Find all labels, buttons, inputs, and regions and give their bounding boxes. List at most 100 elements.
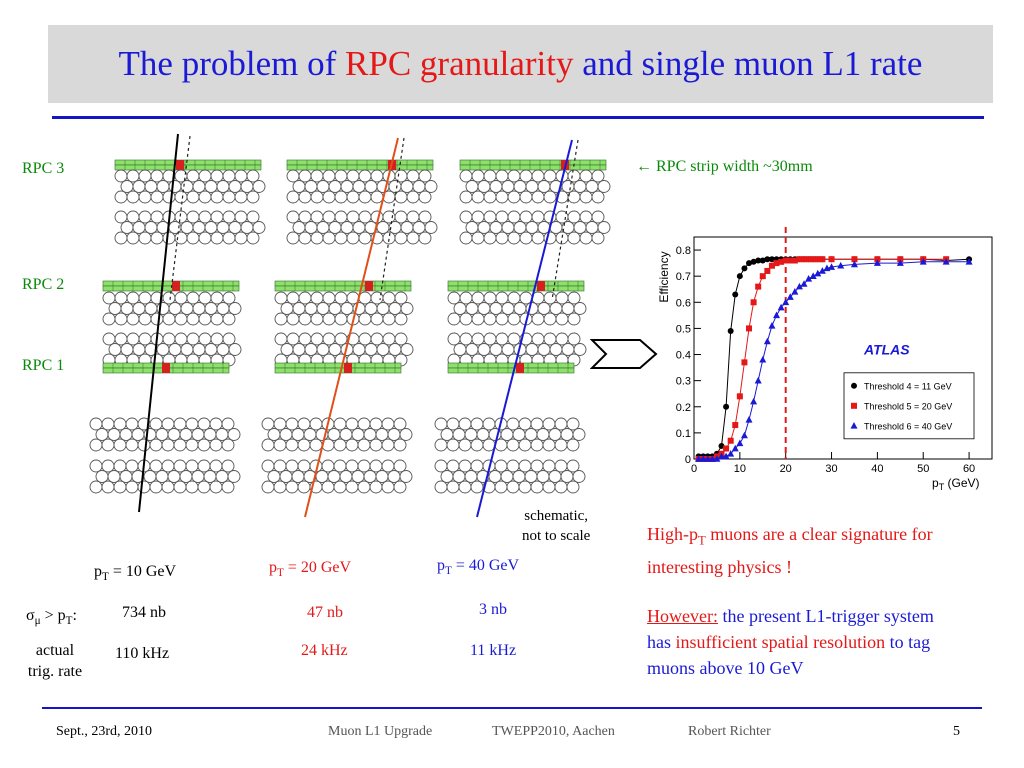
- data-point: [965, 258, 973, 265]
- drift-tube: [400, 180, 414, 193]
- drift-tube: [388, 180, 402, 193]
- drift-tube: [322, 169, 336, 183]
- drift-tube: [297, 417, 311, 431]
- drift-tube: [393, 417, 407, 431]
- y-tick-label: 0: [685, 454, 691, 466]
- drift-tube: [298, 231, 312, 245]
- drift-tube: [542, 480, 556, 494]
- drift-tube: [495, 332, 509, 346]
- drift-tube: [215, 470, 229, 483]
- drift-tube: [537, 343, 551, 356]
- drift-tube: [285, 417, 299, 431]
- drift-tube: [561, 180, 575, 193]
- drift-tube: [174, 190, 188, 204]
- drift-tube: [476, 428, 490, 441]
- drift-tube: [132, 221, 146, 234]
- drift-tube: [471, 210, 485, 224]
- drift-tube: [459, 190, 473, 204]
- drift-tube: [345, 459, 359, 473]
- drift-tube: [261, 417, 275, 431]
- data-point: [732, 291, 739, 298]
- data-point: [718, 442, 725, 449]
- drift-tube: [340, 221, 354, 234]
- drift-tube: [453, 343, 467, 356]
- drift-tube: [120, 302, 134, 315]
- drift-tube: [567, 190, 581, 204]
- rpc-strip: [274, 362, 402, 369]
- data-point: [704, 455, 712, 462]
- data-point: [828, 256, 835, 263]
- drift-tube: [489, 221, 503, 234]
- data-point: [801, 256, 808, 263]
- drift-tube: [464, 470, 478, 483]
- drift-tube: [279, 428, 293, 441]
- drift-tube: [352, 221, 366, 234]
- sigma-label: σμ > pT:: [26, 607, 77, 627]
- drift-tube: [345, 417, 359, 431]
- rpc-strip: [459, 164, 607, 171]
- drift-tube: [364, 180, 378, 193]
- y-tick-label: 0.1: [676, 428, 691, 440]
- drift-tube: [531, 312, 545, 326]
- drift-tube: [573, 180, 587, 193]
- drift-tube: [519, 169, 533, 183]
- arrow-chevron-icon: [590, 339, 658, 369]
- data-point: [773, 260, 780, 267]
- rpc-strip: [114, 159, 262, 166]
- drift-tube: [267, 470, 281, 483]
- drift-tube: [470, 459, 484, 473]
- data-point: [805, 274, 813, 282]
- drift-tube: [167, 428, 181, 441]
- drift-tube: [512, 470, 526, 483]
- data-point: [764, 256, 771, 263]
- mdt-mid-layer2: [102, 332, 242, 367]
- drift-tube: [192, 180, 206, 193]
- drift-tube: [125, 417, 139, 431]
- drift-tube: [321, 480, 335, 494]
- data-point: [819, 256, 826, 263]
- data-point: [750, 397, 758, 405]
- pt-p: p: [94, 563, 102, 580]
- schematic-note-line2: not to scale: [522, 528, 591, 544]
- drift-tube: [393, 438, 407, 452]
- drift-tube: [298, 312, 312, 326]
- drift-tube: [113, 459, 127, 473]
- drift-tube: [126, 332, 140, 346]
- drift-tube: [406, 231, 420, 245]
- mdt-bottom-layer1: [261, 417, 413, 452]
- drift-tube: [150, 231, 164, 245]
- drift-tube: [560, 470, 574, 483]
- drift-tube: [198, 231, 212, 245]
- data-point: [814, 269, 822, 277]
- drift-tube: [234, 169, 248, 183]
- drift-tube: [525, 343, 539, 356]
- drift-tube: [399, 470, 413, 483]
- drift-tube: [291, 470, 305, 483]
- drift-tube: [518, 417, 532, 431]
- drift-tube: [459, 291, 473, 305]
- drift-tube: [339, 470, 353, 483]
- drift-tube: [114, 190, 128, 204]
- schematic-group: [89, 133, 611, 518]
- drift-tube: [113, 417, 127, 431]
- legend-entry: Threshold 4 = 11 GeV: [864, 381, 952, 391]
- y-tick-label: 0.2: [676, 402, 691, 414]
- data-point: [763, 337, 771, 345]
- drift-tube: [566, 417, 580, 431]
- drift-tube: [203, 428, 217, 441]
- data-point: [736, 393, 743, 400]
- drift-tube: [261, 438, 275, 452]
- drift-tube: [102, 291, 116, 305]
- drift-tube: [400, 221, 414, 234]
- drift-tube: [234, 231, 248, 245]
- drift-tube: [458, 459, 472, 473]
- drift-tube: [358, 210, 372, 224]
- drift-tube: [173, 459, 187, 473]
- data-point: [750, 299, 757, 306]
- drift-tube: [310, 332, 324, 346]
- data-point: [810, 256, 817, 263]
- drift-tube: [351, 428, 365, 441]
- drift-tube: [286, 231, 300, 245]
- drift-tube: [162, 231, 176, 245]
- rate-label: actual trig. rate: [20, 640, 90, 682]
